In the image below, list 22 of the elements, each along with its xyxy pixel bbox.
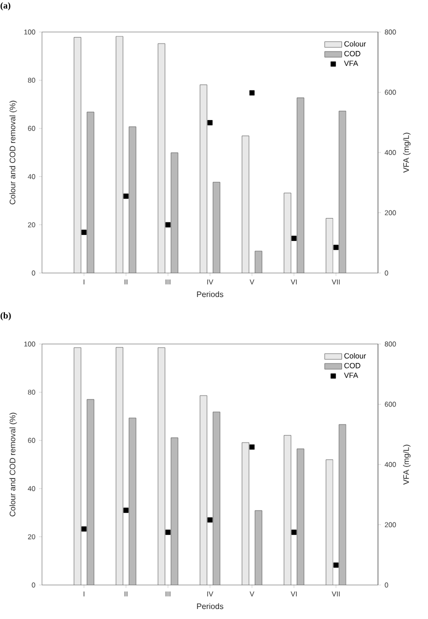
point (249, 90, 255, 96)
y-axis-title: Colour and COD removal (%) (9, 100, 17, 204)
chart-title: (b) (0, 312, 11, 320)
point (291, 530, 297, 535)
point (333, 562, 339, 568)
point (333, 244, 339, 250)
point (81, 230, 87, 235)
chart-title: (a) (0, 2, 10, 10)
x-axis-title: Periods (197, 291, 224, 298)
point (81, 526, 87, 532)
x-axis-title: Periods (197, 603, 224, 610)
point (249, 444, 255, 450)
point (165, 530, 171, 535)
point (123, 194, 129, 199)
y-axis-title: Colour and COD removal (%) (9, 412, 17, 516)
point (207, 517, 213, 523)
y2-axis-title: VFA (mg/L) (403, 132, 411, 173)
point (123, 508, 129, 513)
point (291, 236, 297, 241)
y2-axis-title: VFA (mg/L) (403, 444, 411, 485)
point (207, 120, 213, 126)
point (165, 222, 171, 228)
